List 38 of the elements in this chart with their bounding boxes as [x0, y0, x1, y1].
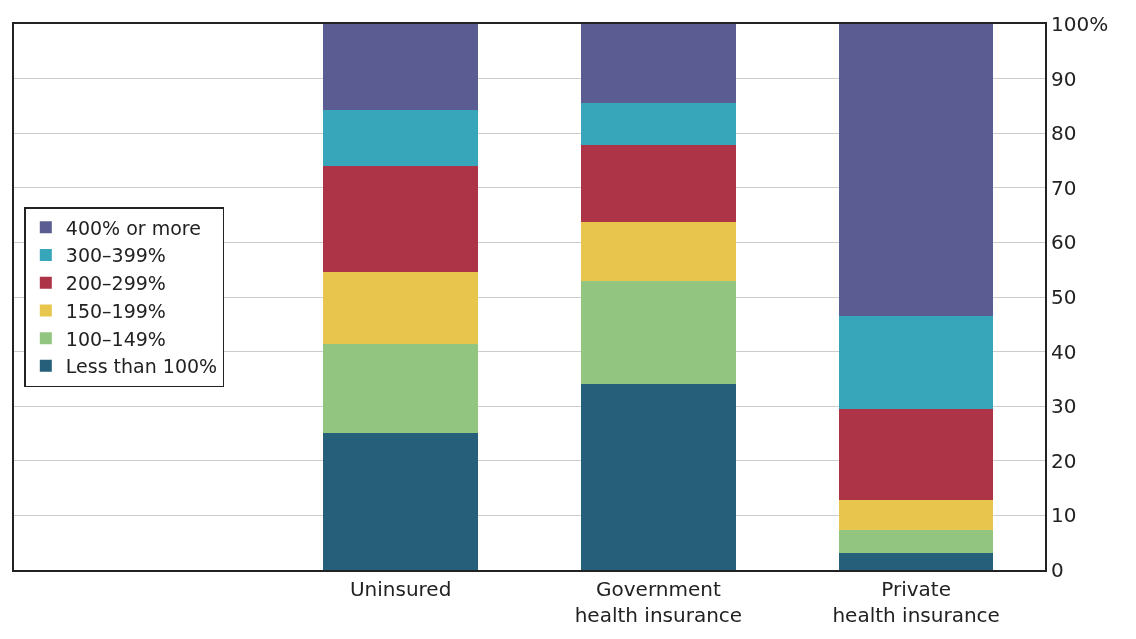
- y-tick-label: 60: [1051, 230, 1077, 255]
- bar: [581, 102, 736, 146]
- bar: [323, 272, 478, 344]
- y-tick-label: 20: [1051, 448, 1077, 473]
- y-tick-label: 100%: [1051, 12, 1109, 36]
- legend-label: 100–149%: [65, 327, 166, 350]
- x-tick-label: Uninsured: [349, 577, 452, 601]
- bar: [581, 145, 736, 223]
- x-tick-label: Private health insurance: [832, 577, 1000, 627]
- y-tick-label: 50: [1051, 285, 1077, 309]
- bar: [581, 280, 736, 384]
- legend-label: Less than 100%: [65, 355, 218, 378]
- bar: [838, 408, 994, 500]
- y-tick-label: 10: [1051, 503, 1077, 528]
- legend-label: 200–299%: [65, 272, 166, 295]
- y-tick-label: 0: [1051, 558, 1064, 582]
- bar: [838, 499, 994, 530]
- bar: [323, 343, 478, 433]
- legend-label: 400% or more: [65, 216, 201, 239]
- y-tick-label: 70: [1051, 175, 1077, 200]
- bar: [838, 24, 994, 317]
- bar: [581, 24, 736, 103]
- bar: [581, 383, 736, 570]
- y-tick-label: 40: [1051, 339, 1077, 364]
- y-tick-label: 30: [1051, 394, 1077, 419]
- x-tick-label: Government health insurance: [574, 577, 743, 627]
- bar: [323, 432, 478, 570]
- y-tick-label: 90: [1051, 66, 1077, 91]
- bar: [323, 24, 478, 110]
- legend-label: 300–399%: [65, 244, 166, 267]
- bar: [838, 529, 994, 554]
- bar: [323, 109, 478, 166]
- bar: [838, 316, 994, 409]
- y-tick-label: 80: [1051, 121, 1077, 146]
- bar: [581, 222, 736, 281]
- legend-label: 150–199%: [65, 299, 166, 322]
- bar: [838, 553, 994, 570]
- bar: [323, 165, 478, 273]
